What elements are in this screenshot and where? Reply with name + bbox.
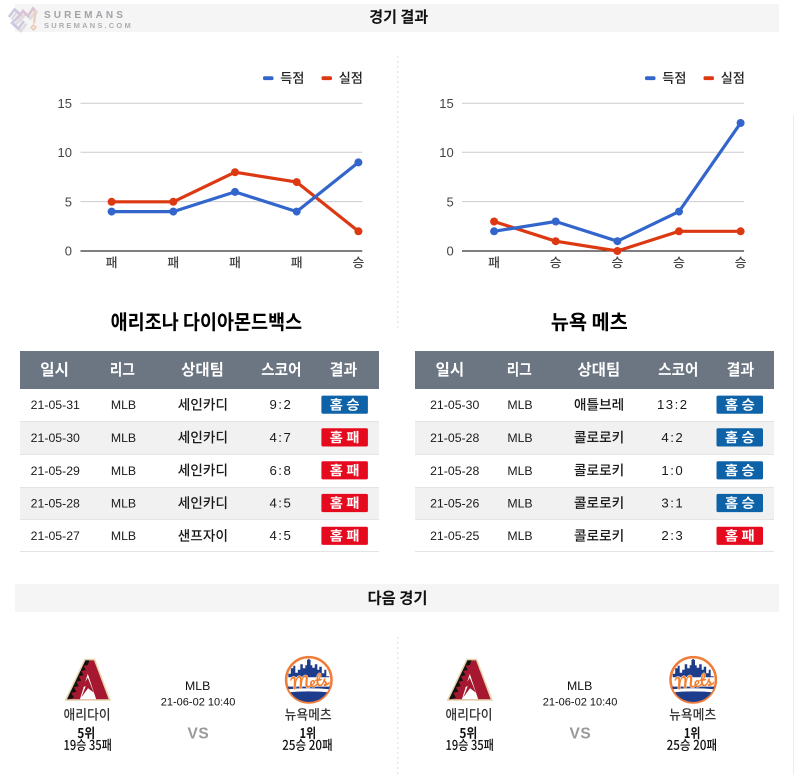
- svg-text:MLB: MLB: [111, 398, 136, 412]
- svg-text:3:1: 3:1: [661, 495, 684, 510]
- svg-text:5: 5: [65, 194, 72, 209]
- svg-text:4:7: 4:7: [269, 430, 292, 445]
- svg-text:1:0: 1:0: [661, 463, 684, 478]
- svg-text:MLB: MLB: [185, 679, 210, 693]
- svg-text:21-05-28: 21-05-28: [430, 431, 479, 445]
- svg-text:4:5: 4:5: [269, 528, 292, 543]
- svg-text:5: 5: [446, 194, 453, 209]
- svg-text:21-05-26: 21-05-26: [430, 496, 479, 510]
- svg-text:VS: VS: [188, 726, 210, 743]
- svg-text:21-05-29: 21-05-29: [31, 464, 80, 478]
- svg-text:21-05-30: 21-05-30: [430, 398, 479, 412]
- svg-text:9:2: 9:2: [269, 397, 292, 412]
- svg-text:10: 10: [58, 145, 72, 160]
- svg-text:MLB: MLB: [507, 431, 532, 445]
- svg-text:10: 10: [439, 145, 453, 160]
- svg-text:VS: VS: [570, 726, 592, 743]
- svg-text:MLB: MLB: [111, 431, 136, 445]
- svg-text:13:2: 13:2: [657, 397, 689, 412]
- svg-text:MLB: MLB: [507, 529, 532, 543]
- svg-text:2:3: 2:3: [661, 528, 684, 543]
- svg-text:21-06-02 10:40: 21-06-02 10:40: [543, 697, 618, 709]
- svg-text:15: 15: [439, 96, 453, 111]
- svg-text:21-05-25: 21-05-25: [430, 529, 479, 543]
- svg-text:MLB: MLB: [507, 496, 532, 510]
- svg-text:MLB: MLB: [507, 398, 532, 412]
- svg-text:21-05-27: 21-05-27: [31, 529, 80, 543]
- svg-text:0: 0: [446, 244, 453, 259]
- svg-text:21-05-28: 21-05-28: [31, 496, 80, 510]
- svg-text:MLB: MLB: [111, 464, 136, 478]
- svg-text:MLB: MLB: [111, 496, 136, 510]
- svg-text:21-06-02 10:40: 21-06-02 10:40: [161, 697, 236, 709]
- svg-text:MLB: MLB: [567, 679, 592, 693]
- svg-text:MLB: MLB: [111, 529, 136, 543]
- svg-text:21-05-28: 21-05-28: [430, 464, 479, 478]
- svg-text:21-05-31: 21-05-31: [31, 398, 80, 412]
- svg-text:4:5: 4:5: [269, 495, 292, 510]
- svg-text:6:8: 6:8: [269, 463, 292, 478]
- svg-text:4:2: 4:2: [661, 430, 684, 445]
- svg-text:MLB: MLB: [507, 464, 532, 478]
- svg-text:0: 0: [65, 244, 72, 259]
- svg-text:15: 15: [58, 96, 72, 111]
- svg-text:21-05-30: 21-05-30: [31, 431, 80, 445]
